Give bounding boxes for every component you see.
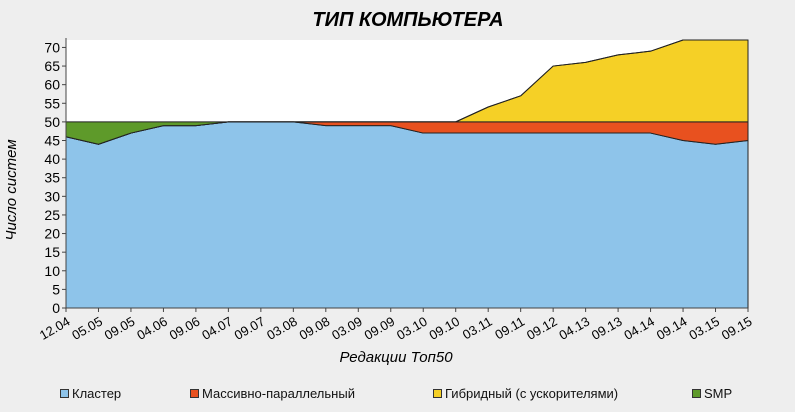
y-tick-label: 40 — [44, 151, 60, 167]
legend-item-cluster: Кластер — [60, 386, 121, 401]
y-tick-label: 60 — [44, 77, 60, 93]
x-tick-label: 04.14 — [621, 314, 657, 343]
y-axis-label: Число систем — [3, 139, 20, 240]
legend-swatch — [692, 389, 701, 398]
x-tick-label: 03.11 — [460, 314, 495, 343]
series-area-3 — [65, 39, 749, 145]
x-tick-label: 04.07 — [199, 314, 235, 343]
legend-item-hybrid: Гибридный (с ускорителями) — [433, 386, 618, 401]
y-tick-label: 25 — [44, 207, 60, 223]
y-tick-label: 55 — [44, 95, 60, 111]
y-tick-label: 45 — [44, 133, 60, 149]
x-tick-label: 04.13 — [556, 314, 592, 343]
x-tick-label: 03.10 — [394, 314, 430, 343]
y-tick-label: 50 — [44, 114, 60, 130]
y-tick-label: 10 — [44, 263, 60, 279]
y-tick-label: 30 — [44, 188, 60, 204]
x-tick-label: 09.13 — [589, 314, 625, 343]
legend: Кластер Массивно-параллельный Гибридный … — [0, 386, 795, 406]
legend-swatch — [60, 389, 69, 398]
y-tick-label: 65 — [44, 58, 60, 74]
x-tick-label: 09.14 — [654, 314, 690, 343]
x-tick-label: 09.10 — [427, 314, 463, 343]
x-tick-label: 04.06 — [134, 314, 170, 343]
legend-label: Массивно-параллельный — [202, 386, 355, 401]
x-axis-label: Редакции Топ50 — [339, 349, 453, 366]
x-tick-label: 09.15 — [719, 314, 755, 343]
legend-swatch — [190, 389, 199, 398]
x-tick-label: 03.08 — [264, 314, 300, 343]
y-tick-label: 35 — [44, 170, 60, 186]
y-tick-label: 0 — [52, 300, 60, 316]
y-axis: 0 5 10 15 20 25 30 35 40 45 50 55 60 65 70 — [44, 39, 66, 316]
legend-item-smp: SMP — [692, 386, 732, 401]
chart: ТИП КОМПЬЮТЕРА 0 5 10 15 20 25 30 35 40 45 50 55 60 6… — [3, 9, 755, 366]
x-tick-label: 03.15 — [686, 314, 722, 343]
x-tick-label: 09.09 — [362, 314, 398, 343]
legend-label: Кластер — [72, 386, 122, 401]
legend-swatch — [433, 389, 442, 398]
x-tick-label: 09.07 — [232, 314, 268, 343]
legend-label: Гибридный (с ускорителями) — [445, 386, 619, 401]
x-tick-label: 09.11 — [492, 314, 527, 343]
x-axis: 12.0405.0509.0504.0609.0604.0709.0703.08… — [37, 308, 755, 343]
y-tick-label: 70 — [44, 39, 60, 55]
x-tick-label: 09.08 — [297, 314, 333, 343]
legend-label: SMP — [704, 386, 733, 401]
series-area-0 — [65, 121, 749, 309]
x-tick-label: 09.05 — [102, 314, 138, 343]
x-tick-label: 05.05 — [69, 314, 105, 343]
x-tick-label: 03.09 — [329, 314, 365, 343]
y-tick-label: 15 — [44, 244, 60, 260]
x-tick-label: 09.06 — [167, 314, 203, 343]
plot-area — [65, 38, 749, 309]
legend-item-mpp: Массивно-параллельный — [190, 386, 355, 401]
chart-title: ТИП КОМПЬЮТЕРА — [312, 9, 503, 31]
y-tick-label: 5 — [52, 281, 60, 297]
x-tick-label: 12.04 — [37, 314, 73, 343]
y-tick-label: 20 — [44, 226, 60, 242]
x-tick-label: 09.12 — [524, 314, 560, 343]
